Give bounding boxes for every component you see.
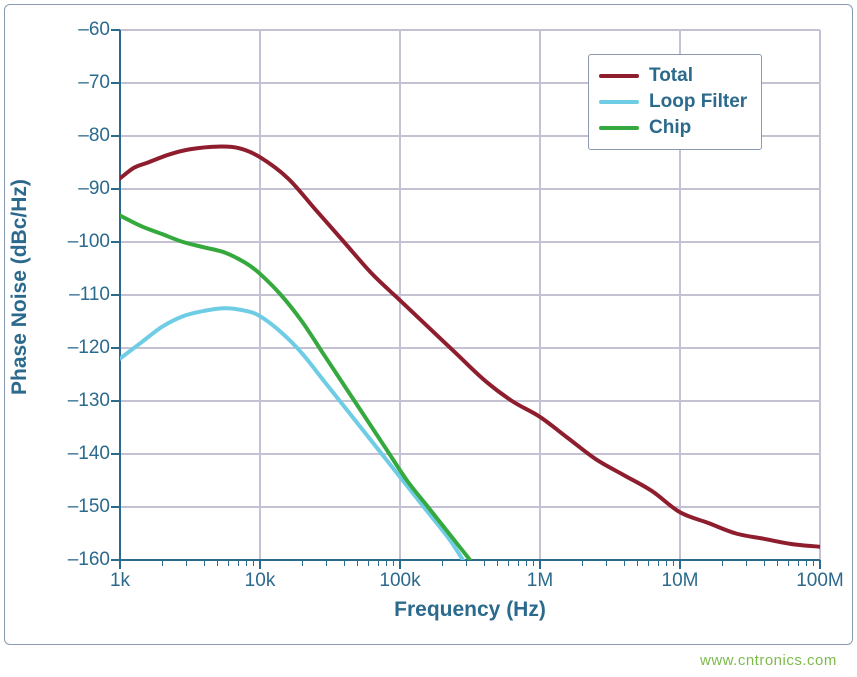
minor-tick <box>813 560 814 566</box>
minor-tick <box>637 560 638 566</box>
legend-label: Total <box>649 65 693 87</box>
minor-tick <box>746 560 747 566</box>
major-tick-y <box>111 82 120 84</box>
major-tick-x <box>399 560 401 569</box>
x-axis-label: Frequency (Hz) <box>394 598 546 622</box>
y-tick-label: –80 <box>0 125 110 147</box>
minor-tick <box>442 560 443 566</box>
legend-item: Total <box>599 63 747 89</box>
minor-tick <box>806 560 807 566</box>
legend-swatch <box>599 126 639 130</box>
major-tick-y <box>111 506 120 508</box>
major-tick-y <box>111 188 120 190</box>
minor-tick <box>357 560 358 566</box>
minor-tick <box>624 560 625 566</box>
y-axis-label: Phase Noise (dBc/Hz) <box>8 195 32 395</box>
minor-tick <box>368 560 369 566</box>
major-tick-y <box>111 400 120 402</box>
minor-tick <box>777 560 778 566</box>
major-tick-y <box>111 29 120 31</box>
y-tick-label: –160 <box>0 549 110 571</box>
minor-tick <box>386 560 387 566</box>
major-tick-y <box>111 241 120 243</box>
minor-tick <box>246 560 247 566</box>
minor-tick <box>508 560 509 566</box>
major-tick-x <box>259 560 261 569</box>
x-tick-label: 100k <box>379 570 420 592</box>
minor-tick <box>344 560 345 566</box>
minor-tick <box>162 560 163 566</box>
major-tick-y <box>111 294 120 296</box>
legend-label: Loop Filter <box>649 91 747 113</box>
minor-tick <box>228 560 229 566</box>
minor-tick <box>533 560 534 566</box>
x-tick-label: 1M <box>527 570 553 592</box>
minor-tick <box>764 560 765 566</box>
y-tick-label: –70 <box>0 72 110 94</box>
minor-tick <box>217 560 218 566</box>
minor-tick <box>238 560 239 566</box>
y-tick-label: –60 <box>0 19 110 41</box>
major-tick-y <box>111 453 120 455</box>
x-tick-label: 10M <box>662 570 699 592</box>
minor-tick <box>326 560 327 566</box>
major-tick-x <box>539 560 541 569</box>
minor-tick <box>466 560 467 566</box>
legend-label: Chip <box>649 117 691 139</box>
major-tick-x <box>679 560 681 569</box>
minor-tick <box>798 560 799 566</box>
x-tick-label: 100M <box>796 570 844 592</box>
minor-tick <box>302 560 303 566</box>
minor-tick <box>606 560 607 566</box>
minor-tick <box>497 560 498 566</box>
major-tick-x <box>819 560 821 569</box>
series-chip <box>120 216 470 561</box>
legend-item: Loop Filter <box>599 89 747 115</box>
minor-tick <box>253 560 254 566</box>
major-tick-x <box>119 560 121 569</box>
y-tick-label: –150 <box>0 496 110 518</box>
minor-tick <box>722 560 723 566</box>
minor-tick <box>378 560 379 566</box>
minor-tick <box>658 560 659 566</box>
minor-tick <box>582 560 583 566</box>
major-tick-y <box>111 559 120 561</box>
series-total <box>120 147 820 547</box>
major-tick-y <box>111 135 120 137</box>
minor-tick <box>393 560 394 566</box>
legend-item: Chip <box>599 115 747 141</box>
x-tick-label: 1k <box>110 570 130 592</box>
minor-tick <box>673 560 674 566</box>
legend-swatch <box>599 74 639 78</box>
minor-tick <box>518 560 519 566</box>
minor-tick <box>648 560 649 566</box>
minor-tick <box>186 560 187 566</box>
legend: Total Loop Filter Chip <box>588 54 762 150</box>
minor-tick <box>204 560 205 566</box>
minor-tick <box>666 560 667 566</box>
minor-tick <box>484 560 485 566</box>
watermark: www.cntronics.com <box>700 652 837 669</box>
minor-tick <box>526 560 527 566</box>
major-tick-y <box>111 347 120 349</box>
x-tick-label: 10k <box>245 570 276 592</box>
series-loop-filter <box>120 308 463 560</box>
legend-swatch <box>599 100 639 104</box>
minor-tick <box>788 560 789 566</box>
chart-frame: –60–70–80–90–100–110–120–130–140–150–160… <box>0 0 857 677</box>
y-tick-label: –140 <box>0 443 110 465</box>
